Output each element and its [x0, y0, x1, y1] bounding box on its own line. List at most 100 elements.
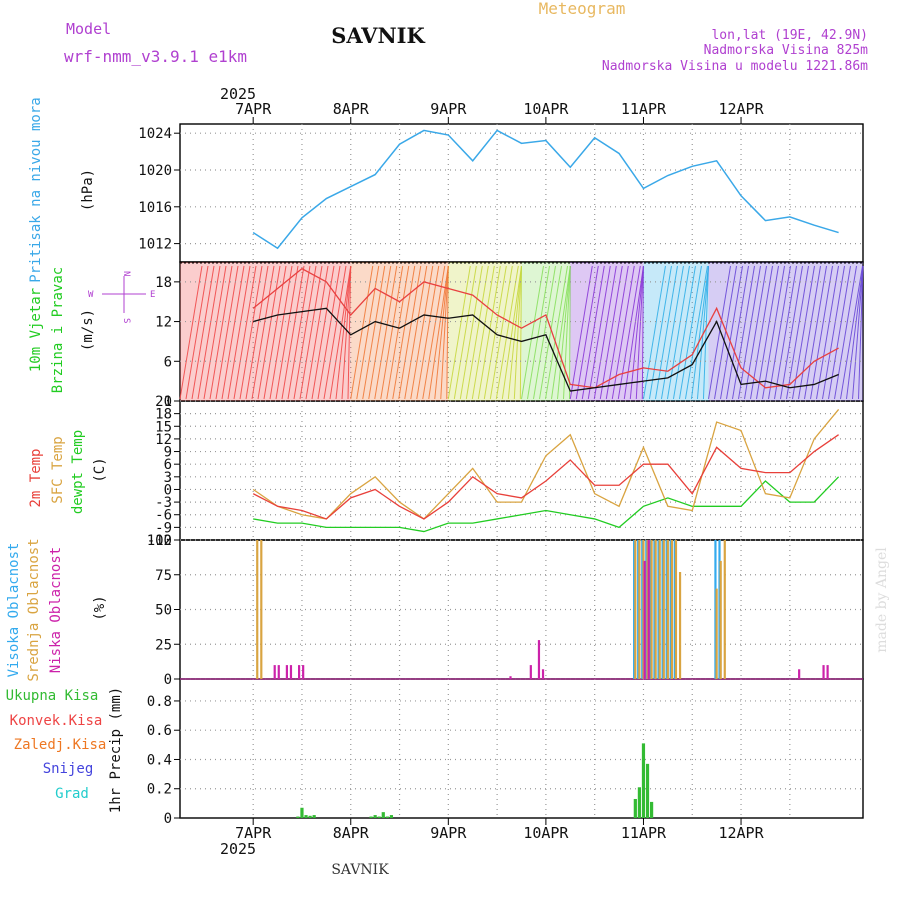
wind-band [180, 262, 351, 401]
date-tick-bottom: 12APR [718, 824, 764, 842]
wind-arrow [774, 265, 798, 400]
chart-subtitle: Meteogram [539, 0, 626, 18]
wind-arrow [816, 265, 840, 400]
wind-arrow [684, 265, 708, 400]
date-tick-top: 12APR [718, 100, 764, 118]
precip-label-1: Ukupna Kisa [6, 688, 99, 704]
wind-arrow [587, 265, 611, 400]
wind-arrow [275, 265, 299, 400]
cloud-unit: (%) [92, 595, 108, 620]
wind-arrow [768, 265, 792, 400]
wind-arrow [575, 265, 599, 400]
cloud-label-2: Srednja Oblacnost [26, 538, 42, 681]
wind-band [521, 262, 571, 401]
wind-arrow [702, 265, 710, 400]
compass-w: W [88, 290, 94, 300]
wind-arrow [281, 265, 305, 400]
wind-gust-line [252, 267, 839, 389]
wind-arrow [251, 265, 275, 400]
precip-bar [300, 807, 304, 818]
wind-tick-label: 12 [155, 315, 172, 331]
wind-arrow [744, 265, 768, 400]
precip-bar [373, 815, 377, 818]
altitude-text: Nadmorska Visina 825m [704, 43, 869, 58]
wind-arrow [551, 265, 571, 400]
wind-arrow [293, 265, 317, 400]
pressure-tick-label: 1024 [138, 126, 172, 142]
wind-arrow [798, 265, 822, 400]
date-tick-top: 7APR [235, 100, 272, 118]
plot-layer: 7APR 7APR 8APR 8APR 9APR 9APR 10APR 10APR 11APR 1… [138, 100, 864, 842]
temp-tick-label: -12 [147, 533, 172, 549]
wind-arrow [708, 265, 732, 400]
compass-n: N [121, 271, 131, 276]
date-tick-top: 10APR [523, 100, 569, 118]
temp-tick-label: 18 [155, 407, 172, 423]
precip-bar [312, 815, 316, 818]
cloud-tick-label: 100 [147, 533, 172, 549]
wind-arrow [852, 265, 864, 400]
date-tick-top: 11APR [621, 100, 667, 118]
lonlat-text: lon,lat (19E, 42.9N) [711, 28, 868, 43]
pressure-tick-label: 1016 [138, 200, 172, 216]
model-altitude-text: Nadmorska Visina u modelu 1221.86m [602, 59, 868, 74]
wind-arrow [299, 265, 323, 400]
precip-bar [649, 801, 654, 818]
date-tick-bottom: 9APR [430, 824, 467, 842]
wind-arrow [191, 265, 215, 400]
wind-arrow [323, 265, 347, 400]
year-bottom: 2025 [220, 840, 256, 858]
wind-arrow [786, 265, 810, 400]
wind-arrow [666, 265, 690, 400]
cloud-tick-label: 75 [155, 568, 172, 584]
pressure-tick-label: 1020 [138, 163, 172, 179]
wind-arrow [720, 265, 744, 400]
temp-tick-label: 3 [164, 470, 172, 486]
precip-tick-label: 0.2 [147, 782, 172, 798]
temp-tick-label: 12 [155, 432, 172, 448]
wind-arrow [227, 265, 251, 400]
wind-arrow [305, 265, 329, 400]
wind-tick-label: 6 [164, 354, 172, 370]
panel-frame-5 [179, 678, 864, 819]
temp-label-3: dewpt Temp [70, 430, 86, 514]
wind-arrow [422, 265, 446, 400]
wind-arrow [642, 265, 666, 400]
credit-text: made by Angel [874, 547, 890, 653]
precip-bar [637, 787, 641, 818]
precip-tick-label: 0.6 [147, 723, 172, 739]
wind-label-1: 10m Vjetar [28, 288, 44, 372]
wind-arrow [203, 265, 227, 400]
wind-arrow [726, 265, 750, 400]
wind-arrow [215, 265, 239, 400]
wind-arrow [635, 265, 644, 400]
pressure-series-line [252, 129, 839, 250]
date-tick-bottom: 10APR [523, 824, 569, 842]
wind-arrow [513, 265, 522, 400]
wind-arrow [239, 265, 263, 400]
precip-bar [308, 815, 312, 818]
date-tick-bottom: 7APR [235, 824, 272, 842]
wind-arrow [696, 265, 710, 400]
wind-arrow [489, 265, 513, 400]
wind-arrow [447, 265, 471, 400]
wind-arrow [804, 265, 828, 400]
cloud-tick-label: 50 [155, 603, 172, 619]
wind-arrow [690, 265, 710, 400]
wind-arrow [233, 265, 257, 400]
cloud-tick-label: 0 [164, 672, 172, 688]
wind-arrow [617, 265, 641, 400]
sfc-temp-series-line [252, 409, 840, 520]
wind-arrow [350, 265, 374, 400]
wind-arrow [197, 265, 221, 400]
wind-arrow [317, 265, 341, 400]
compass-s: S [121, 318, 131, 323]
precip-bar [645, 763, 650, 818]
wind-arrow [648, 265, 672, 400]
temp-unit: (C) [92, 457, 108, 482]
wind-speed-line [253, 307, 839, 392]
compass-e: E [150, 290, 155, 300]
temp-tick-label: 9 [164, 445, 172, 461]
precip-label-4: Snijeg [43, 761, 94, 777]
